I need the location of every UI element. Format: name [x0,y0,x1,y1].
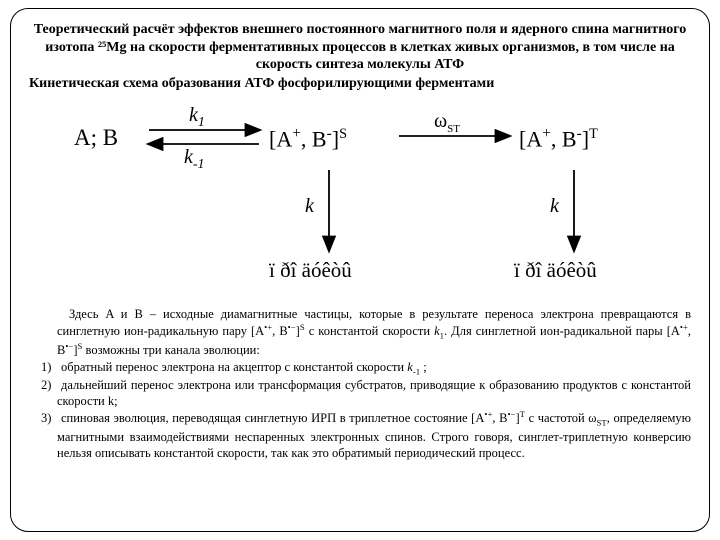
desc-intro: Здесь A и B – исходные диамагнитные част… [29,306,691,359]
rate-k-right: k [550,195,559,218]
species-AB: A; B [74,125,118,151]
page-subtitle: Кинетическая схема образования АТФ фосфо… [29,76,691,92]
rate-omega-st: ωST [434,110,460,135]
products-right: ï ðî äóêòû [514,258,597,283]
kinetic-scheme-diagram: A; B [A+, B-]S [A+, B-]T k1 k-1 ωST k k … [29,100,691,300]
desc-item-3: 3)спиновая эволюция, переводящая синглет… [29,409,691,461]
rate-k-minus-1: k-1 [184,146,205,173]
desc-item-2: 2)дальнейший перенос электрона или транс… [29,377,691,409]
page-title: Теоретический расчёт эффектов внешнего п… [29,21,691,74]
rate-k1: k1 [189,104,205,131]
description-block: Здесь A и B – исходные диамагнитные част… [29,306,691,462]
desc-item-1: 1)обратный перенос электрона на акцептор… [29,359,691,378]
products-left: ï ðî äóêòû [269,258,352,283]
species-pair-singlet: [A+, B-]S [269,125,347,152]
species-pair-triplet: [A+, B-]T [519,125,598,152]
rate-k-left: k [305,195,314,218]
